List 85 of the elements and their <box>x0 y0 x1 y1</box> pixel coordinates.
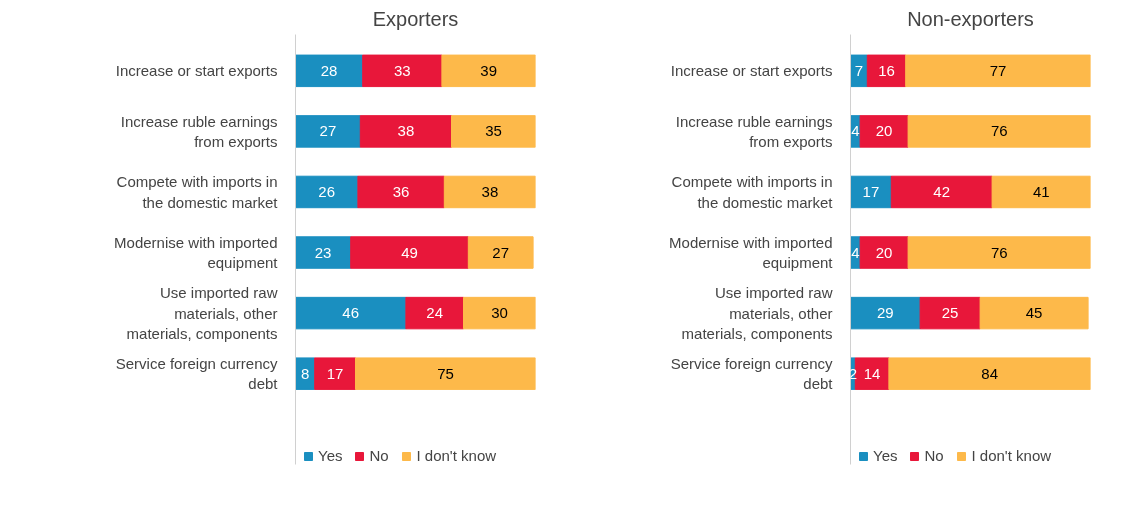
data-label: 46 <box>342 304 360 322</box>
y-tick-label: Increase or start exports <box>670 62 833 80</box>
bar <box>357 175 445 209</box>
data-label: 16 <box>878 61 895 79</box>
data-label: 17 <box>326 364 344 382</box>
data-label: 28 <box>320 61 338 79</box>
bar <box>443 175 536 209</box>
bar <box>362 54 443 88</box>
bar <box>850 175 892 209</box>
y-tick-label: Service foreign currency debt <box>670 354 834 393</box>
legend-label: Yes <box>873 447 898 464</box>
y-tick-label: Modernise with imported equipment <box>114 233 279 272</box>
data-label: 76 <box>990 243 1008 261</box>
bar <box>991 175 1091 209</box>
bar <box>441 54 536 88</box>
legend-label: No <box>924 447 945 464</box>
data-label: 7 <box>854 61 864 79</box>
data-label: 38 <box>397 122 415 140</box>
y-tick-label: Increase or start exports <box>115 62 278 80</box>
data-label: 76 <box>990 122 1008 140</box>
data-label: 77 <box>989 61 1007 79</box>
y-tick-label: Increase ruble earnings from exports <box>120 112 278 151</box>
bar <box>350 236 469 269</box>
y-tick-label: Compete with imports in the domestic market <box>671 173 834 211</box>
data-label: 27 <box>319 122 337 140</box>
data-label: 8 <box>300 364 310 382</box>
data-label: 25 <box>941 304 959 322</box>
bar <box>919 296 981 330</box>
data-label: 17 <box>862 182 880 200</box>
data-label: 30 <box>491 304 508 322</box>
bar <box>866 54 907 88</box>
data-label: 33 <box>393 61 411 79</box>
bar <box>314 357 356 390</box>
bar <box>451 115 536 148</box>
bar <box>359 115 452 148</box>
data-label: 84 <box>981 364 999 382</box>
legend-label: I don't know <box>971 447 1052 464</box>
chart-title: Non-exporters <box>907 7 1034 30</box>
y-tick-label: Service foreign currency debt <box>115 354 279 393</box>
bar <box>888 357 1091 390</box>
data-label: 39 <box>480 61 498 79</box>
data-label: 23 <box>314 243 332 261</box>
data-label: 20 <box>875 122 893 140</box>
data-label: 41 <box>1032 182 1050 200</box>
bar <box>355 357 536 390</box>
data-label: 14 <box>863 364 881 382</box>
y-tick-label: Compete with imports in the domestic market <box>116 173 279 211</box>
bar <box>890 175 993 209</box>
y-tick-label: Increase ruble earnings from exports <box>675 112 833 151</box>
data-label: 4 <box>851 122 860 140</box>
y-tick-label: Use imported raw materials, other materials, components <box>681 284 833 342</box>
bar <box>467 236 534 269</box>
bar <box>907 115 1091 148</box>
bar <box>295 175 359 209</box>
data-label: 4 <box>851 243 860 261</box>
data-label: 20 <box>875 243 893 261</box>
bar <box>859 115 909 148</box>
bar <box>979 296 1089 330</box>
bar <box>907 236 1091 269</box>
data-label: 38 <box>481 182 499 200</box>
data-label: 24 <box>426 304 444 322</box>
chart-title: Exporters <box>372 7 459 30</box>
data-label: 29 <box>876 304 894 322</box>
data-label: 49 <box>401 243 418 261</box>
data-label: 26 <box>318 182 336 200</box>
bar <box>463 296 536 330</box>
bar <box>859 236 909 269</box>
data-label: 27 <box>492 243 510 261</box>
y-tick-label: Use imported raw materials, other materials, components <box>126 284 278 342</box>
y-tick-label: Modernise with imported equipment <box>669 233 834 272</box>
data-label: 75 <box>437 364 454 382</box>
data-label: 35 <box>485 122 502 140</box>
bar <box>295 296 407 330</box>
legend-label: Yes <box>318 447 343 464</box>
bar <box>405 296 464 330</box>
data-label: 36 <box>392 182 410 200</box>
bar <box>295 236 352 269</box>
bar <box>295 115 361 148</box>
legend-label: I don't know <box>416 447 497 464</box>
legend-label: No <box>369 447 390 464</box>
data-label: 42 <box>933 182 951 200</box>
bar <box>905 54 1091 88</box>
data-label: 45 <box>1025 304 1043 322</box>
bar <box>295 54 364 88</box>
bar <box>850 296 921 330</box>
